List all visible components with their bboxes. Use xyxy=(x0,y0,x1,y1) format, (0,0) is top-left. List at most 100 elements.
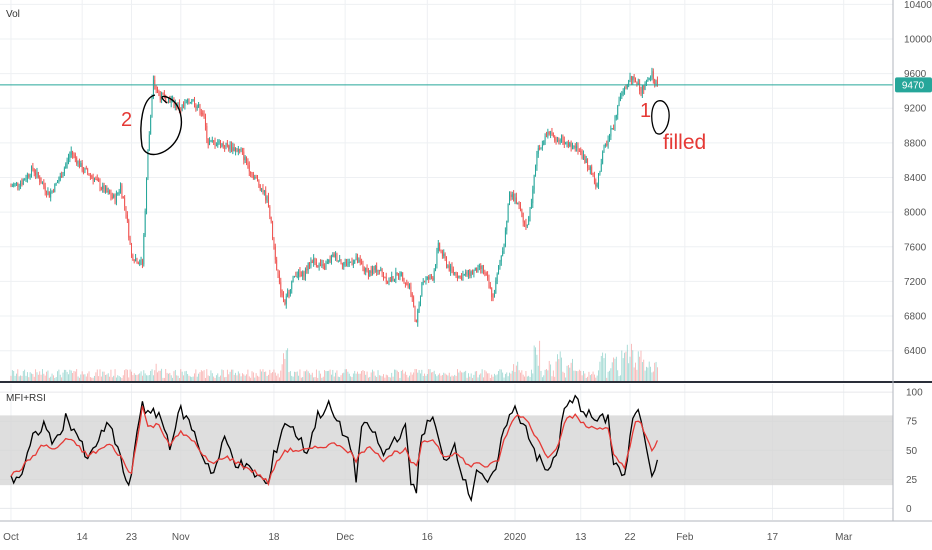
candle-body xyxy=(183,105,184,107)
volume-bar xyxy=(231,369,232,381)
candle-body xyxy=(261,188,263,190)
candle-body xyxy=(222,143,224,146)
volume-bar xyxy=(363,371,365,381)
volume-bar xyxy=(162,377,164,381)
candle-body xyxy=(546,136,547,138)
candle-body xyxy=(477,266,479,273)
candle-body xyxy=(396,272,398,274)
annotation-label-2: 2 xyxy=(121,109,132,131)
volume-bar xyxy=(431,372,432,381)
volume-bar xyxy=(555,361,557,381)
candle-body xyxy=(36,172,38,175)
candle-body xyxy=(172,98,173,100)
volume-bar xyxy=(422,375,424,381)
annotation-circle-2 xyxy=(140,94,183,156)
volume-bar xyxy=(609,370,610,381)
volume-bar xyxy=(217,373,219,381)
volume-bar xyxy=(530,369,532,381)
volume-bar xyxy=(409,375,410,381)
volume-bar xyxy=(192,376,194,381)
candle-body xyxy=(313,258,315,264)
candle-body xyxy=(63,168,65,174)
volume-bar xyxy=(576,371,578,381)
candle-body xyxy=(199,104,201,113)
candle-body xyxy=(59,175,61,181)
candle-body xyxy=(569,142,571,146)
volume-bar xyxy=(243,374,245,381)
candle-body xyxy=(465,272,467,275)
candle-body xyxy=(122,196,124,199)
candle-body xyxy=(400,272,402,276)
price-axis[interactable]: 10400 10000 9600 9200 8800 8400 8000 7600 7200 68… xyxy=(904,0,932,357)
volume-bar xyxy=(77,376,79,381)
volume-bar xyxy=(272,372,273,381)
volume-bar xyxy=(359,373,361,381)
candle-body xyxy=(278,274,280,283)
candle-body xyxy=(363,268,365,272)
volume-bar xyxy=(13,370,15,381)
volume-bar xyxy=(521,370,523,381)
volume-bar xyxy=(32,374,34,381)
candle-body xyxy=(28,174,30,177)
candle-body xyxy=(121,185,123,197)
candle-body xyxy=(13,184,15,187)
volume-bar xyxy=(506,372,508,381)
candle-body xyxy=(577,145,579,151)
volume-bar xyxy=(305,371,306,381)
candle-body xyxy=(337,260,339,262)
volume-bar xyxy=(180,369,182,381)
volume-bar xyxy=(591,374,593,381)
candle-body xyxy=(143,235,145,265)
candle-body xyxy=(421,283,423,296)
time-tick-label: Mar xyxy=(835,532,853,543)
indicator-axis[interactable]: 100 75 50 25 0 xyxy=(906,388,923,515)
candle-body xyxy=(178,103,180,109)
candle-body xyxy=(235,148,237,152)
candle-body xyxy=(99,181,101,189)
price-tick-label: 10000 xyxy=(904,34,932,45)
time-tick-label: Feb xyxy=(676,532,694,543)
volume-bar xyxy=(607,371,609,381)
candle-body xyxy=(232,147,234,151)
candle-body xyxy=(369,270,371,276)
candle-body xyxy=(576,145,578,148)
volume-bar xyxy=(303,371,305,381)
volume-bar xyxy=(22,371,24,381)
volume-bar xyxy=(109,376,110,381)
candle-body xyxy=(424,281,426,283)
time-tick-label: Nov xyxy=(172,532,190,543)
volume-bar xyxy=(346,369,347,381)
volume-bar xyxy=(262,369,264,381)
time-tick-label: 2020 xyxy=(504,532,527,543)
volume-bar xyxy=(600,355,602,381)
volume-bar xyxy=(44,375,46,381)
candle-body xyxy=(155,86,157,90)
candle-body xyxy=(387,281,389,283)
volume-bar xyxy=(588,371,590,381)
candle-body xyxy=(105,187,106,193)
candle-body xyxy=(385,277,387,282)
time-tick-label: 14 xyxy=(77,532,89,543)
volume-bar xyxy=(198,373,200,381)
candle-body xyxy=(504,230,506,247)
time-axis[interactable]: Oct 14 23 Nov 18 Dec 16 2020 13 22 Feb 17 Mar xyxy=(3,532,853,543)
volume-bar xyxy=(228,374,230,381)
candle-body xyxy=(191,101,193,103)
candle-body xyxy=(311,261,313,264)
candle-body xyxy=(76,158,78,164)
candle-body xyxy=(395,272,397,280)
volume-bar xyxy=(452,376,454,381)
volume-bar xyxy=(547,370,549,381)
volume-bar xyxy=(357,371,358,381)
volume-bar xyxy=(514,371,516,381)
price-pane[interactable] xyxy=(0,0,893,381)
volume-bar xyxy=(128,377,130,381)
volume-bar xyxy=(258,376,260,381)
candle-body xyxy=(307,262,309,271)
candle-body xyxy=(252,173,254,179)
candle-body xyxy=(40,181,42,184)
volume-bar xyxy=(158,370,160,381)
candle-body xyxy=(168,98,169,103)
volume-bar xyxy=(613,357,615,381)
